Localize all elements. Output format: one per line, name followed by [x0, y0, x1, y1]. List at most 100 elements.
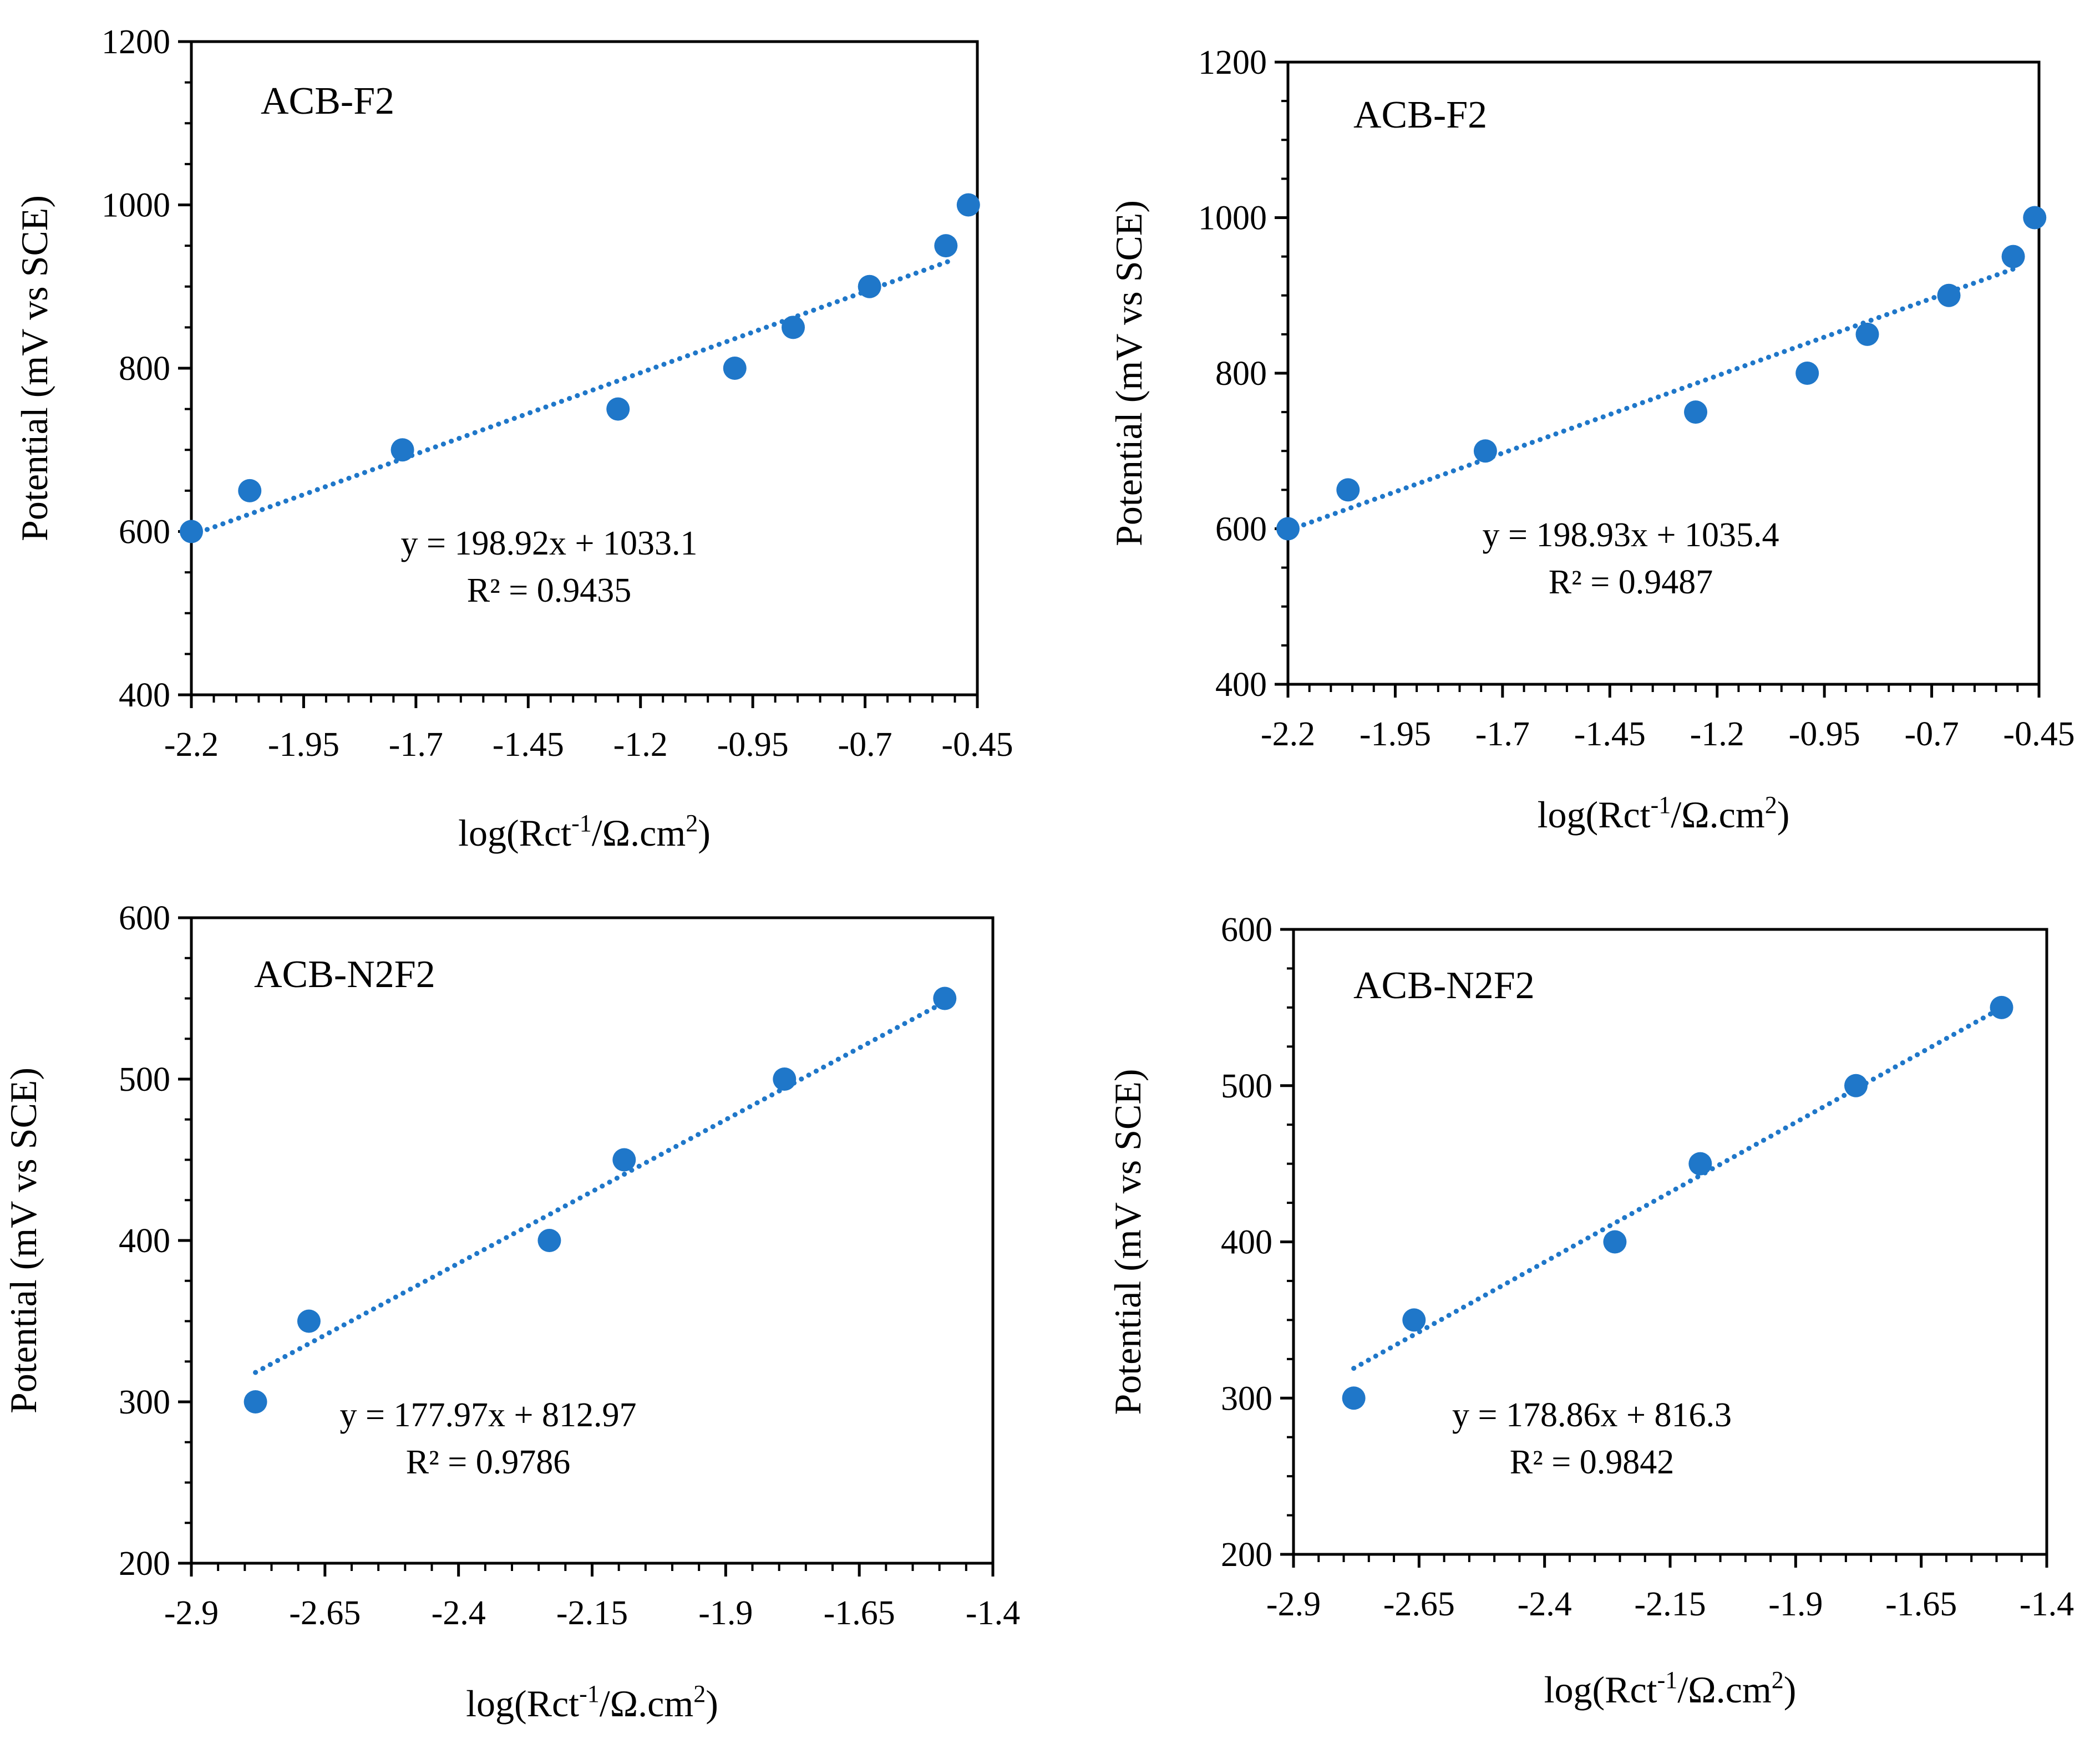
data-point	[858, 274, 881, 298]
y-tick-label: 300	[119, 1384, 170, 1421]
data-point	[1276, 517, 1300, 541]
r-squared-label: R² = 0.9435	[467, 572, 631, 609]
x-tick-label: -2.2	[1261, 715, 1315, 753]
x-axis-title-superscript: -1	[571, 810, 592, 837]
x-axis-title-superscript: -1	[1657, 1666, 1678, 1694]
r-squared-label: R² = 0.9487	[1549, 563, 1713, 601]
y-tick-label: 1200	[102, 23, 170, 61]
x-tick-label: -1.2	[1690, 715, 1744, 753]
y-tick-label: 500	[119, 1061, 170, 1099]
y-tick-label: 1000	[102, 187, 170, 225]
chart-panel-1: 400 600 800 1000 1200 -2.2 -1.95 -1.7 -1.45 -1.2 -…	[13, 23, 1013, 854]
data-point	[723, 357, 747, 380]
x-tick-label: -2.9	[164, 1594, 219, 1632]
y-tick-label: 200	[119, 1545, 170, 1583]
x-tick-label: -2.9	[1266, 1585, 1321, 1623]
y-tick-label: 500	[1221, 1067, 1272, 1105]
x-axis-title: log(Rct-1/Ω.cm2)	[1544, 1666, 1797, 1711]
x-tick-label: -2.15	[1634, 1585, 1706, 1623]
y-tick-label: 600	[119, 513, 170, 551]
data-point	[612, 1148, 636, 1172]
y-tick-label: 1000	[1198, 200, 1267, 237]
y-axis-title: Potential (mV vs SCE)	[2, 1067, 44, 1413]
data-point	[1937, 283, 1961, 307]
data-point	[238, 479, 262, 502]
x-tick-label: -1.45	[1574, 715, 1646, 753]
data-point	[1990, 995, 2013, 1019]
x-tick-label: -1.4	[2020, 1585, 2074, 1623]
x-tick-label: -1.95	[1360, 715, 1431, 753]
data-point	[1402, 1308, 1426, 1332]
chart-panel-4: 200 300 400 500 600 -2.9 -2.65 -2.4 -2.15 -1.9 -1.…	[1107, 911, 2074, 1711]
x-axis-title-part: log(Rct	[458, 812, 571, 854]
data-point	[956, 193, 980, 217]
x-tick-label: -1.9	[1768, 1585, 1823, 1623]
x-axis-title-part: /Ω.cm	[592, 812, 686, 854]
x-axis-title-superscript: 2	[1772, 1666, 1784, 1694]
y-tick-label: 300	[1221, 1380, 1272, 1417]
panel-title: ACB-N2F2	[1353, 964, 1535, 1007]
x-axis-title-superscript: -1	[579, 1680, 600, 1707]
x-axis-title-part: /Ω.cm	[1677, 1669, 1772, 1711]
trendline	[1351, 1008, 1999, 1371]
x-axis-title-part: log(Rct	[1538, 794, 1651, 836]
x-tick-label: -1.65	[824, 1594, 895, 1632]
x-axis-title-part: )	[1777, 794, 1790, 836]
panel-title: ACB-N2F2	[254, 953, 435, 996]
x-tick-label: -2.4	[432, 1594, 486, 1632]
data-point	[782, 316, 805, 339]
trendline	[1285, 265, 2020, 533]
y-tick-label: 400	[119, 1222, 170, 1260]
trendline	[253, 1002, 942, 1375]
y-axis-title: Potential (mV vs SCE)	[1107, 1069, 1149, 1415]
y-tick-label: 800	[1215, 355, 1267, 393]
x-axis-title-part: )	[1784, 1669, 1797, 1711]
data-point	[1795, 362, 1819, 385]
x-axis-title-part: )	[706, 1682, 718, 1725]
x-axis-title: log(Rct-1/Ω.cm2)	[466, 1680, 718, 1725]
panel-title: ACB-F2	[1353, 94, 1487, 136]
x-axis-title-part: log(Rct	[1544, 1669, 1657, 1711]
data-point	[1473, 439, 1497, 463]
x-tick-label: -2.4	[1518, 1585, 1572, 1623]
x-tick-label: -1.95	[268, 726, 339, 764]
x-axis-title-part: )	[698, 812, 711, 854]
trendline-equation: y = 198.92x + 1033.1	[401, 525, 698, 562]
data-point	[1688, 1152, 1712, 1176]
data-point	[773, 1067, 797, 1091]
data-point	[2023, 206, 2047, 230]
x-tick-label: -0.95	[717, 726, 789, 764]
y-tick-label: 400	[1221, 1224, 1272, 1262]
data-point	[1603, 1230, 1627, 1254]
trendline	[189, 256, 958, 538]
x-tick-label: -1.45	[493, 726, 564, 764]
y-tick-label: 200	[1221, 1536, 1272, 1574]
data-point	[1336, 478, 1360, 502]
data-point	[2001, 245, 2025, 268]
data-point	[606, 397, 630, 421]
y-tick-label: 600	[119, 899, 170, 937]
chart-panel-2: 400 600 800 1000 1200 -2.2 -1.95 -1.7 -1.45 -1.2 -…	[1108, 44, 2075, 836]
trendline-equation: y = 177.97x + 812.97	[340, 1396, 637, 1434]
x-tick-label: -1.7	[389, 726, 443, 764]
y-tick-label: 600	[1215, 511, 1267, 548]
x-tick-label: -2.15	[556, 1594, 628, 1632]
y-tick-label: 800	[119, 350, 170, 388]
x-axis-title-part: /Ω.cm	[1671, 794, 1765, 836]
data-point	[297, 1309, 321, 1333]
x-tick-label: -0.95	[1789, 715, 1860, 753]
data-point	[537, 1229, 561, 1252]
data-point	[390, 438, 414, 462]
y-tick-label: 1200	[1198, 44, 1267, 82]
x-axis-title-superscript: 2	[693, 1680, 706, 1707]
data-point	[244, 1390, 267, 1413]
x-tick-label: -1.4	[966, 1594, 1020, 1632]
x-axis-title-superscript: 2	[686, 810, 698, 837]
x-tick-label: -1.65	[1885, 1585, 1957, 1623]
x-axis-title-part: /Ω.cm	[600, 1682, 694, 1725]
y-tick-label: 400	[1215, 666, 1267, 704]
x-tick-label: -0.45	[2003, 715, 2074, 753]
y-axis-title: Potential (mV vs SCE)	[13, 195, 55, 541]
